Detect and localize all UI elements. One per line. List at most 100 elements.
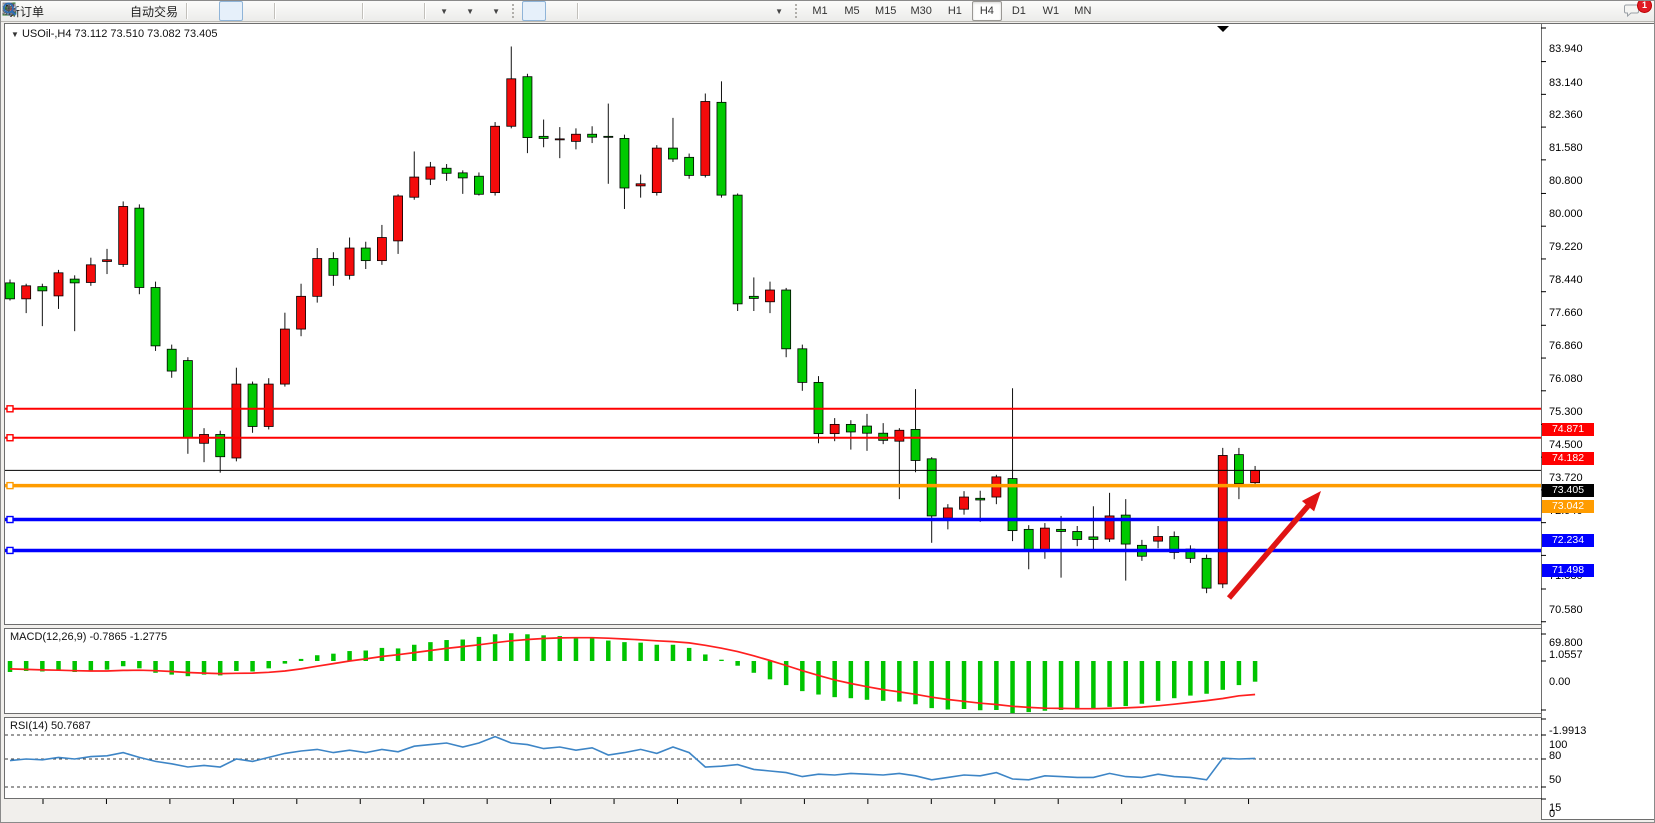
price-chip-73.042: 73.042 [1542,499,1594,513]
hline-handle-73.042[interactable] [6,481,14,490]
price-tick-81.580: 81.580 [1549,142,1583,155]
bar-chart-icon[interactable] [2,1,217,21]
timeframe-button-M5[interactable]: M5 [844,5,860,17]
cursor-icon[interactable] [6,1,547,21]
notification-badge: 1 [1637,1,1652,13]
svg-text:T: T [7,5,13,15]
price-chip-74.871: 74.871 [1542,422,1594,436]
equidistant-channel-icon[interactable]: E [2,1,686,21]
price-chip-73.405: 73.405 [1542,484,1594,498]
fibonacci-icon[interactable]: F [3,1,712,21]
zoom-in-icon[interactable] [2,1,305,21]
timeframe-button-M15[interactable]: M15 [875,5,897,17]
new-order-button[interactable]: 新订单 [8,4,45,19]
macd-label: MACD(12,26,9) -0.7865 -1.2775 [10,631,168,643]
macd-axis--1.9913: -1.9913 [1549,725,1587,737]
price-tick-82.360: 82.360 [1549,109,1583,122]
macd-signal-line [9,636,1256,710]
rsi-layer [5,734,1541,788]
hline-handle-71.498[interactable] [6,546,14,555]
timeframe-group: M1 M5 M15 M30 H1 H4 D1 W1 MN [804,1,1099,21]
trend-arrow-annotation[interactable] [1226,491,1321,600]
add-indicator-icon[interactable]: ▼ [2,1,455,21]
chart-region: ▼ USOil-,H4 73.112 73.510 73.082 73.405 … [1,22,1655,823]
timeframe-button-M1[interactable]: M1 [812,5,828,17]
label-tool-icon[interactable]: T [2,1,764,21]
trend-line-icon[interactable] [2,1,660,21]
price-tick-76.860: 76.860 [1549,340,1583,353]
arrows-tool-icon[interactable]: ▼ [2,1,790,21]
template-icon[interactable]: ▼ [2,1,507,21]
rsi-axis-100: 100 [1549,739,1568,751]
price-tick-78.440: 78.440 [1549,273,1583,286]
price-tick-75.300: 75.300 [1549,405,1583,418]
indicator-caret-icon[interactable]: ▼ [440,6,448,16]
line-chart-icon[interactable] [2,1,269,21]
zoom-out-icon[interactable] [2,1,331,21]
period-clock-icon[interactable]: ▼ [2,1,481,21]
auto-scroll-icon[interactable] [2,1,393,21]
price-chip-71.498: 71.498 [1542,564,1594,578]
price-tick-74.500: 74.500 [1549,439,1583,452]
timeframe-button-M30[interactable]: M30 [910,5,932,17]
crosshair-icon[interactable] [3,1,572,21]
price-tick-76.080: 76.080 [1549,373,1583,386]
price-axis-column [1541,23,1654,820]
timeframe-button-H4[interactable]: H4 [971,1,1002,21]
timeframe-button-W1[interactable]: W1 [1042,5,1060,17]
rsi-axis-0: 0 [1549,808,1556,820]
tile-windows-icon[interactable] [2,1,357,21]
timeframe-button-H1[interactable]: H1 [947,5,962,17]
macd-panel[interactable] [4,628,1542,714]
chart-canvas[interactable] [1,22,1655,823]
timeframe-button-D1[interactable]: D1 [1011,5,1026,17]
scroll-marker-icon[interactable] [1217,26,1229,32]
rsi-axis-50: 50 [1549,774,1562,786]
chart-collapse-icon[interactable]: ▼ [11,30,19,39]
price-tick-83.140: 83.140 [1549,76,1583,89]
price-tick-80.000: 80.000 [1549,208,1583,221]
text-tool-icon[interactable]: A [5,1,738,21]
macd-layer [7,633,1258,714]
candles-layer [5,46,1260,594]
hline-handle-72.234[interactable] [6,515,14,524]
price-tick-69.800: 69.800 [1549,636,1583,649]
candlestick-chart-icon[interactable] [3,1,244,21]
price-tick-83.940: 83.940 [1549,43,1583,55]
rsi-label: RSI(14) 50.7687 [10,720,91,732]
rsi-axis-80: 80 [1549,750,1562,762]
axis-ticks [42,27,1546,804]
signal-icon[interactable] [3,1,125,21]
hline-handle-74.182[interactable] [6,434,14,442]
rsi-axis-15: 15 [1549,802,1562,814]
macd-axis-0.00: 0.00 [1549,676,1571,688]
market-watch-icon[interactable] [2,1,99,21]
price-tick-70.580: 70.580 [1549,603,1583,616]
price-chip-74.182: 74.182 [1542,451,1594,465]
period-caret-icon[interactable]: ▼ [466,6,474,16]
price-chip-72.234: 72.234 [1542,533,1594,547]
chart-shift-icon[interactable] [2,1,419,21]
svg-text:A: A [5,2,13,16]
macd-axis-1.0557: 1.0557 [1549,649,1583,661]
rsi-panel[interactable] [4,717,1542,799]
hlines-layer[interactable] [5,405,1541,555]
chart-title: ▼ USOil-,H4 73.112 73.510 73.082 73.405 [11,28,217,40]
new-order-icon[interactable] [2,1,73,21]
search-icon[interactable] [3,1,1621,21]
hline-handle-74.871[interactable] [6,405,14,413]
price-tick-77.660: 77.660 [1549,306,1583,319]
horizontal-line-icon[interactable] [3,1,634,21]
svg-text:F: F [11,11,15,18]
main-toolbar: 新订单 自动交易 ▼ ▼ ▼ E F A T ▼ M [1,1,1654,22]
timeframe-button-MN[interactable]: MN [1074,5,1092,17]
template-caret-icon[interactable]: ▼ [492,6,500,16]
price-panel[interactable] [4,23,1542,625]
autotrade-button[interactable]: 自动交易 [3,1,181,21]
price-tick-73.720: 73.720 [1549,472,1583,485]
notifications-icon[interactable]: 1 [1623,1,1652,21]
price-tick-80.800: 80.800 [1549,174,1583,187]
arrows-caret-icon[interactable]: ▼ [775,6,783,16]
vertical-line-icon[interactable] [8,1,608,21]
